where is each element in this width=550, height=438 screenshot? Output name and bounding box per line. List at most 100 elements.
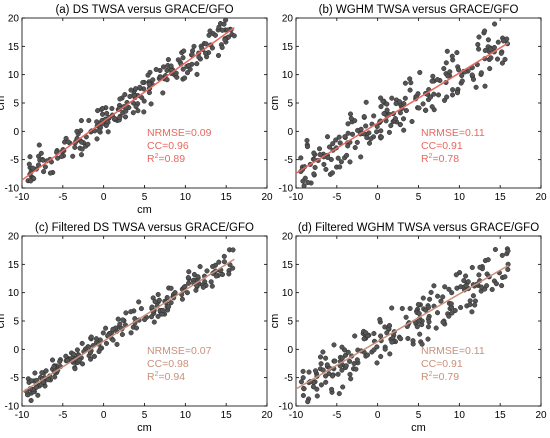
scatter-point (38, 150, 44, 156)
scatter-point (300, 375, 306, 381)
scatter-point (495, 39, 501, 45)
scatter-point (435, 293, 441, 299)
scatter-point (213, 273, 219, 279)
x-tick-label: 20 (535, 192, 547, 203)
scatter-point (499, 283, 505, 289)
y-tick-label: 5 (287, 99, 293, 110)
scatter-point (336, 134, 342, 140)
scatter-point (174, 74, 180, 80)
scatter-point (364, 352, 371, 358)
scatter-point (300, 392, 306, 399)
x-tick-label: -5 (332, 192, 341, 203)
scatter-point (374, 129, 380, 135)
x-tick-label: 15 (495, 410, 507, 421)
scatter-point (185, 275, 191, 281)
stat-label: NRMSE=0.09 (147, 127, 212, 139)
scatter-point (431, 283, 437, 289)
scatter-point (434, 77, 441, 83)
scatter-point (363, 330, 369, 336)
scatter-point (221, 259, 227, 265)
scatter-point (151, 319, 157, 325)
scatter-point (28, 397, 34, 404)
scatter-point (304, 144, 311, 150)
scatter-point (454, 50, 460, 56)
scatter-point (329, 170, 335, 176)
scatter-point (168, 63, 174, 69)
scatter-point (86, 117, 92, 124)
x-tick-label: 10 (454, 410, 466, 421)
x-tick-label: 15 (221, 410, 233, 421)
scatter-point (130, 110, 136, 116)
plot-frame (295, 17, 542, 189)
scatter-point (222, 37, 228, 43)
scatter-point (447, 69, 453, 75)
scatter-point (182, 75, 188, 81)
scatter-point (492, 246, 498, 253)
scatter-point (352, 145, 358, 151)
scatter-point (36, 142, 42, 148)
scatter-point (320, 349, 326, 355)
scatter-point (78, 128, 84, 134)
scatter-point (364, 135, 370, 141)
scatter-point (221, 253, 227, 259)
scatter-point (78, 152, 85, 158)
scatter-point (358, 154, 364, 160)
scatter-point (314, 386, 320, 392)
scatter-point (416, 318, 422, 324)
scatter-point (440, 319, 446, 325)
x-axis-label: cm (137, 422, 152, 434)
scatter-point (332, 358, 338, 364)
panel-3: (d) Filtered WGHM TWSA versus GRACE/GFO -… (269, 222, 547, 434)
scatter-point (400, 116, 407, 122)
scatter-point (88, 334, 94, 340)
scatter-point (347, 111, 354, 117)
y-tick-label: 15 (8, 260, 20, 271)
scatter-point (184, 290, 190, 296)
scatter-point (181, 48, 187, 54)
scatter-point (127, 93, 133, 100)
regression-line (21, 27, 235, 181)
scatter-point (110, 326, 116, 332)
scatter-point (71, 351, 77, 357)
panel-0: (a) DS TWSA versus GRACE/GFO -10 -5 0 5 10 15 2… (0, 4, 273, 216)
scatter-point (337, 140, 343, 146)
scatter-point (347, 159, 353, 165)
scatter-point (148, 101, 154, 107)
regression-line (21, 258, 235, 394)
scatter-point (209, 283, 215, 289)
scatter-point (476, 272, 482, 278)
scatter-point (133, 325, 140, 331)
y-tick-label: -5 (10, 373, 19, 384)
scatter-points (25, 17, 237, 184)
scatter-point (417, 69, 423, 76)
scatter-point (231, 33, 237, 39)
scatter-point (410, 338, 416, 344)
scatter-point (338, 159, 344, 165)
scatter-point (374, 360, 380, 366)
scatter-point (76, 357, 82, 363)
scatter-point (324, 134, 331, 140)
panel-1: (b) WGHM TWSA versus GRACE/GFO -10 -5 0 5 10 1… (269, 4, 547, 203)
scatter-point (78, 118, 84, 124)
scatter-point (96, 128, 102, 134)
scatter-point (146, 90, 152, 96)
scatter-point (434, 310, 441, 316)
scatter-point (94, 136, 100, 142)
scatter-point (128, 87, 134, 93)
x-tick-label: 0 (375, 410, 381, 421)
scatter-point (405, 335, 411, 342)
scatter-point (317, 354, 324, 360)
scatter-point (193, 287, 199, 293)
y-tick-label: -5 (284, 373, 293, 384)
scatter-point (403, 314, 409, 320)
scatter-point (123, 310, 129, 316)
scatter-point (128, 309, 134, 315)
scatter-point (41, 169, 47, 175)
scatter-point (397, 110, 403, 116)
scatter-point (335, 155, 341, 161)
scatter-point (42, 164, 48, 170)
scatter-point (499, 252, 505, 258)
scatter-point (321, 161, 327, 167)
scatter-point (472, 302, 478, 308)
